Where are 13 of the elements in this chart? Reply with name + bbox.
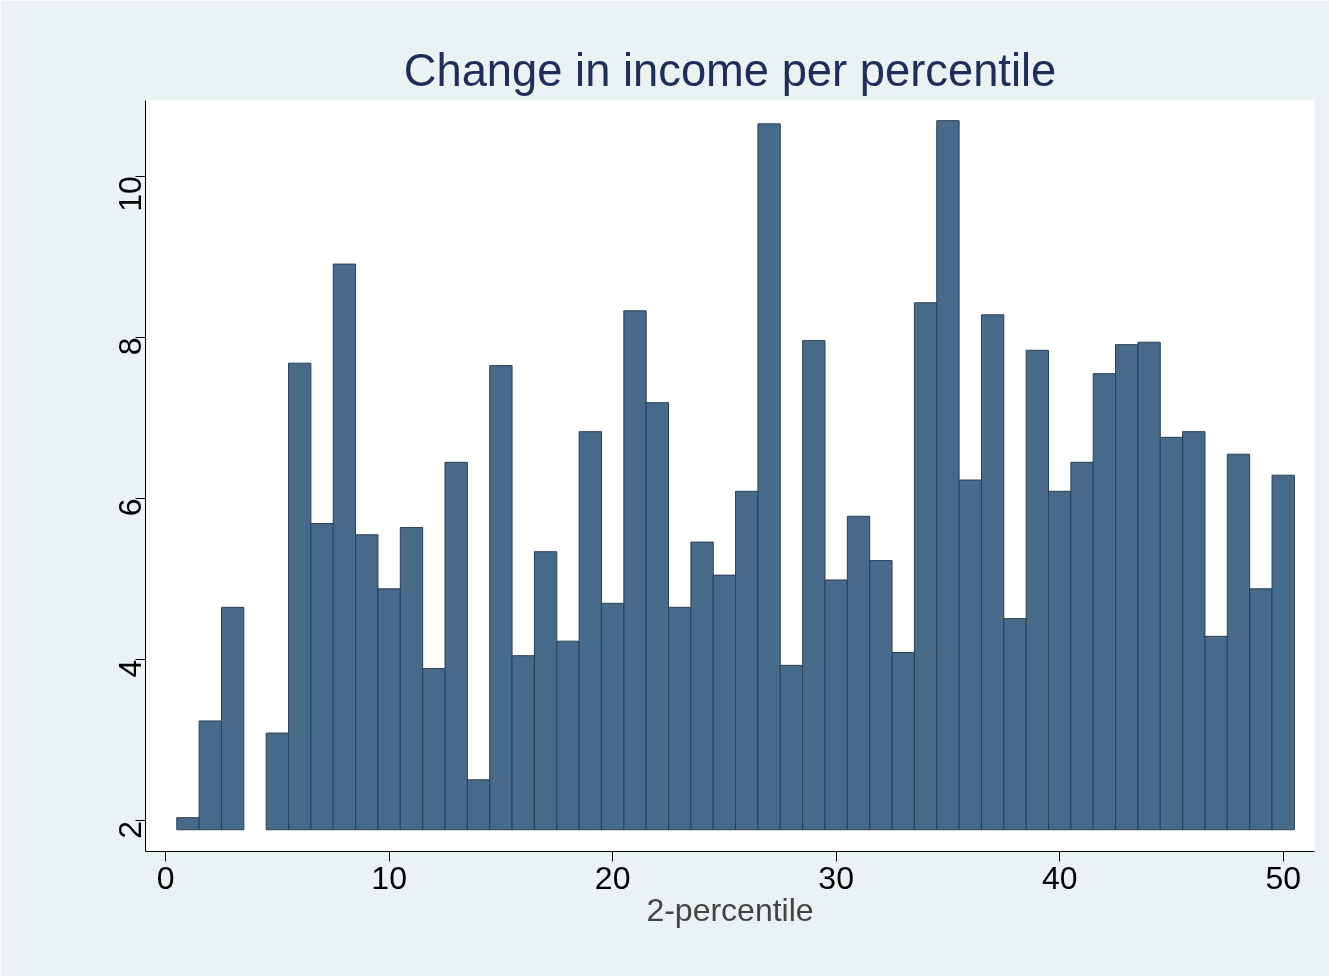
x-tick-label: 40 [1041, 859, 1078, 896]
x-tick-label: 20 [594, 859, 631, 896]
y-tick-label: 2 [112, 820, 149, 839]
chart-title: Change in income per percentile [403, 44, 1057, 96]
y-tick-label: 4 [112, 659, 149, 678]
x-tick-label: 30 [818, 859, 854, 896]
x-tick-label: 0 [156, 859, 175, 896]
y-tick-label: 8 [112, 337, 149, 356]
y-tick-label: 10 [112, 176, 149, 212]
y-tick-label: 6 [112, 498, 149, 517]
x-axis-title: 2-percentile [646, 891, 814, 928]
x-tick-label: 50 [1265, 859, 1301, 896]
x-tick-label: 10 [371, 859, 407, 896]
